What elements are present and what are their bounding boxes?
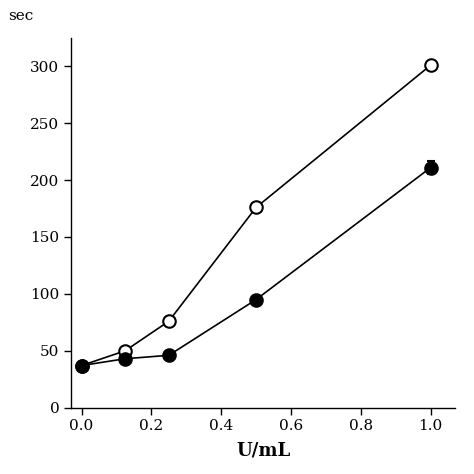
Y-axis label: sec: sec <box>9 9 34 23</box>
X-axis label: U/mL: U/mL <box>236 442 290 460</box>
